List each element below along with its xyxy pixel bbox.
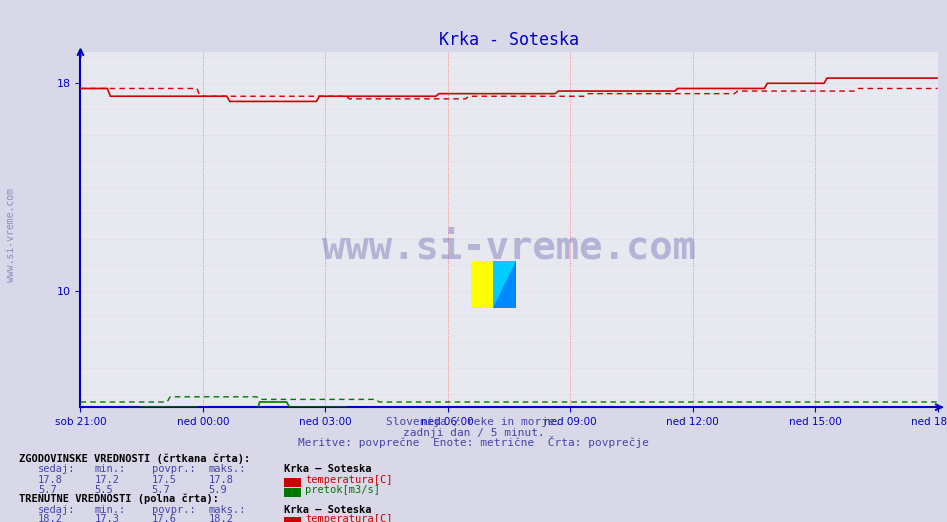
Text: maks.:: maks.: [208,465,246,474]
Text: 17.5: 17.5 [152,475,176,485]
Text: povpr.:: povpr.: [152,505,195,515]
Text: 5.7: 5.7 [38,485,57,495]
Text: Slovenija / reke in morje.: Slovenija / reke in morje. [385,418,562,428]
Text: Meritve: povprečne  Enote: metrične  Črta: povprečje: Meritve: povprečne Enote: metrične Črta:… [298,436,649,448]
Text: TRENUTNE VREDNOSTI (polna črta):: TRENUTNE VREDNOSTI (polna črta): [19,494,219,504]
Polygon shape [493,261,516,308]
Text: pretok[m3/s]: pretok[m3/s] [305,485,380,495]
Text: povpr.:: povpr.: [152,465,195,474]
Bar [493,261,516,308]
Text: ZGODOVINSKE VREDNOSTI (črtkana črta):: ZGODOVINSKE VREDNOSTI (črtkana črta): [19,454,250,464]
Text: 18.2: 18.2 [38,514,63,522]
Text: temperatura[C]: temperatura[C] [305,475,392,485]
Text: sedaj:: sedaj: [38,465,76,474]
Text: 17.6: 17.6 [152,514,176,522]
Text: sedaj:: sedaj: [38,505,76,515]
Bar [471,261,493,308]
Text: Krka – Soteska: Krka – Soteska [284,505,371,515]
Bar [284,488,301,497]
Text: 5.7: 5.7 [152,485,170,495]
Title: Krka - Soteska: Krka - Soteska [439,31,579,49]
Text: 17.8: 17.8 [38,475,63,485]
Text: 17.2: 17.2 [95,475,119,485]
Bar [284,478,301,487]
Text: 5.5: 5.5 [95,485,114,495]
Text: Krka – Soteska: Krka – Soteska [284,465,371,474]
Bar [284,517,301,522]
Text: maks.:: maks.: [208,505,246,515]
Text: 5.9: 5.9 [208,485,227,495]
Text: zadnji dan / 5 minut.: zadnji dan / 5 minut. [402,428,545,438]
Text: www.si-vreme.com: www.si-vreme.com [7,188,16,282]
Text: temperatura[C]: temperatura[C] [305,514,392,522]
Text: 17.8: 17.8 [208,475,233,485]
Text: www.si-vreme.com: www.si-vreme.com [322,229,696,266]
Text: min.:: min.: [95,505,126,515]
Text: min.:: min.: [95,465,126,474]
Text: 17.3: 17.3 [95,514,119,522]
Text: 18.2: 18.2 [208,514,233,522]
